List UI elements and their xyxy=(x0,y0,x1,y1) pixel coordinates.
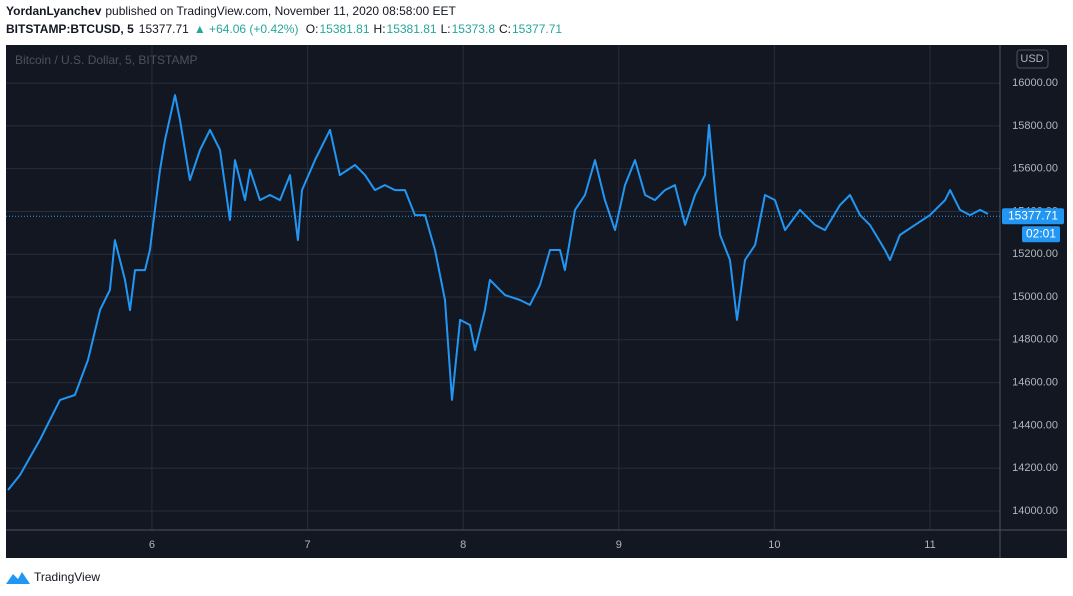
x-tick-label: 10 xyxy=(768,539,780,551)
ohlc-label: O: xyxy=(306,22,319,36)
price-line xyxy=(7,94,989,491)
grid xyxy=(6,45,1000,530)
change: ▲ +64.06 (+0.42%) xyxy=(194,22,299,36)
x-tick-label: 9 xyxy=(616,539,622,551)
y-tick-label: 15200.00 xyxy=(1012,248,1058,260)
y-tick-label: 15000.00 xyxy=(1012,291,1058,303)
ohlc-value: 15373.8 xyxy=(452,22,496,36)
symbol: BITSTAMP:BTCUSD, 5 xyxy=(6,22,134,36)
ohlc-value: 15381.81 xyxy=(387,22,437,36)
y-tick-label: 16000.00 xyxy=(1012,77,1058,89)
x-tick-label: 8 xyxy=(460,539,466,551)
author: YordanLyanchev xyxy=(6,4,102,18)
y-tick-label: 14200.00 xyxy=(1012,462,1058,474)
y-tick-label: 14400.00 xyxy=(1012,419,1058,431)
ohlc-value: 15377.71 xyxy=(512,22,562,36)
ohlc-label: H: xyxy=(374,22,386,36)
symbol-info: BITSTAMP:BTCUSD, 5 15377.71 ▲ +64.06 (+0.4… xyxy=(6,22,562,36)
ohlc-value: 15381.81 xyxy=(319,22,369,36)
y-tick-label: 15800.00 xyxy=(1012,120,1058,132)
x-tick-label: 11 xyxy=(924,539,935,551)
currency-button[interactable] xyxy=(1016,49,1049,69)
published: published on TradingView.com, November 1… xyxy=(105,4,456,18)
countdown: 02:01 xyxy=(1026,226,1056,240)
last-price-label: 15377.71 xyxy=(1008,208,1058,222)
y-tick-label: 14000.00 xyxy=(1012,505,1058,517)
attribution: YordanLyanchev published on TradingView.c… xyxy=(6,4,456,18)
x-tick-label: 6 xyxy=(149,539,155,551)
y-tick-label: 14600.00 xyxy=(1012,377,1058,389)
logo-icon xyxy=(6,572,30,584)
y-tick-label: 14800.00 xyxy=(1012,334,1058,346)
watermark: Bitcoin / U.S. Dollar, 5, BITSTAMP xyxy=(15,53,198,67)
ohlc-label: L: xyxy=(441,22,451,36)
chart-background xyxy=(6,45,1067,558)
y-tick-label: 15600.00 xyxy=(1012,163,1058,175)
brand: TradingView xyxy=(34,570,100,584)
last-price-tag xyxy=(1002,208,1064,225)
brand-logo: TradingView xyxy=(6,570,100,584)
x-tick-label: 7 xyxy=(304,539,310,551)
ohlc-label: C: xyxy=(499,22,511,36)
currency[interactable]: USD xyxy=(1020,53,1043,65)
last-price: 15377.71 xyxy=(139,22,189,36)
countdown-tag xyxy=(1022,226,1060,243)
